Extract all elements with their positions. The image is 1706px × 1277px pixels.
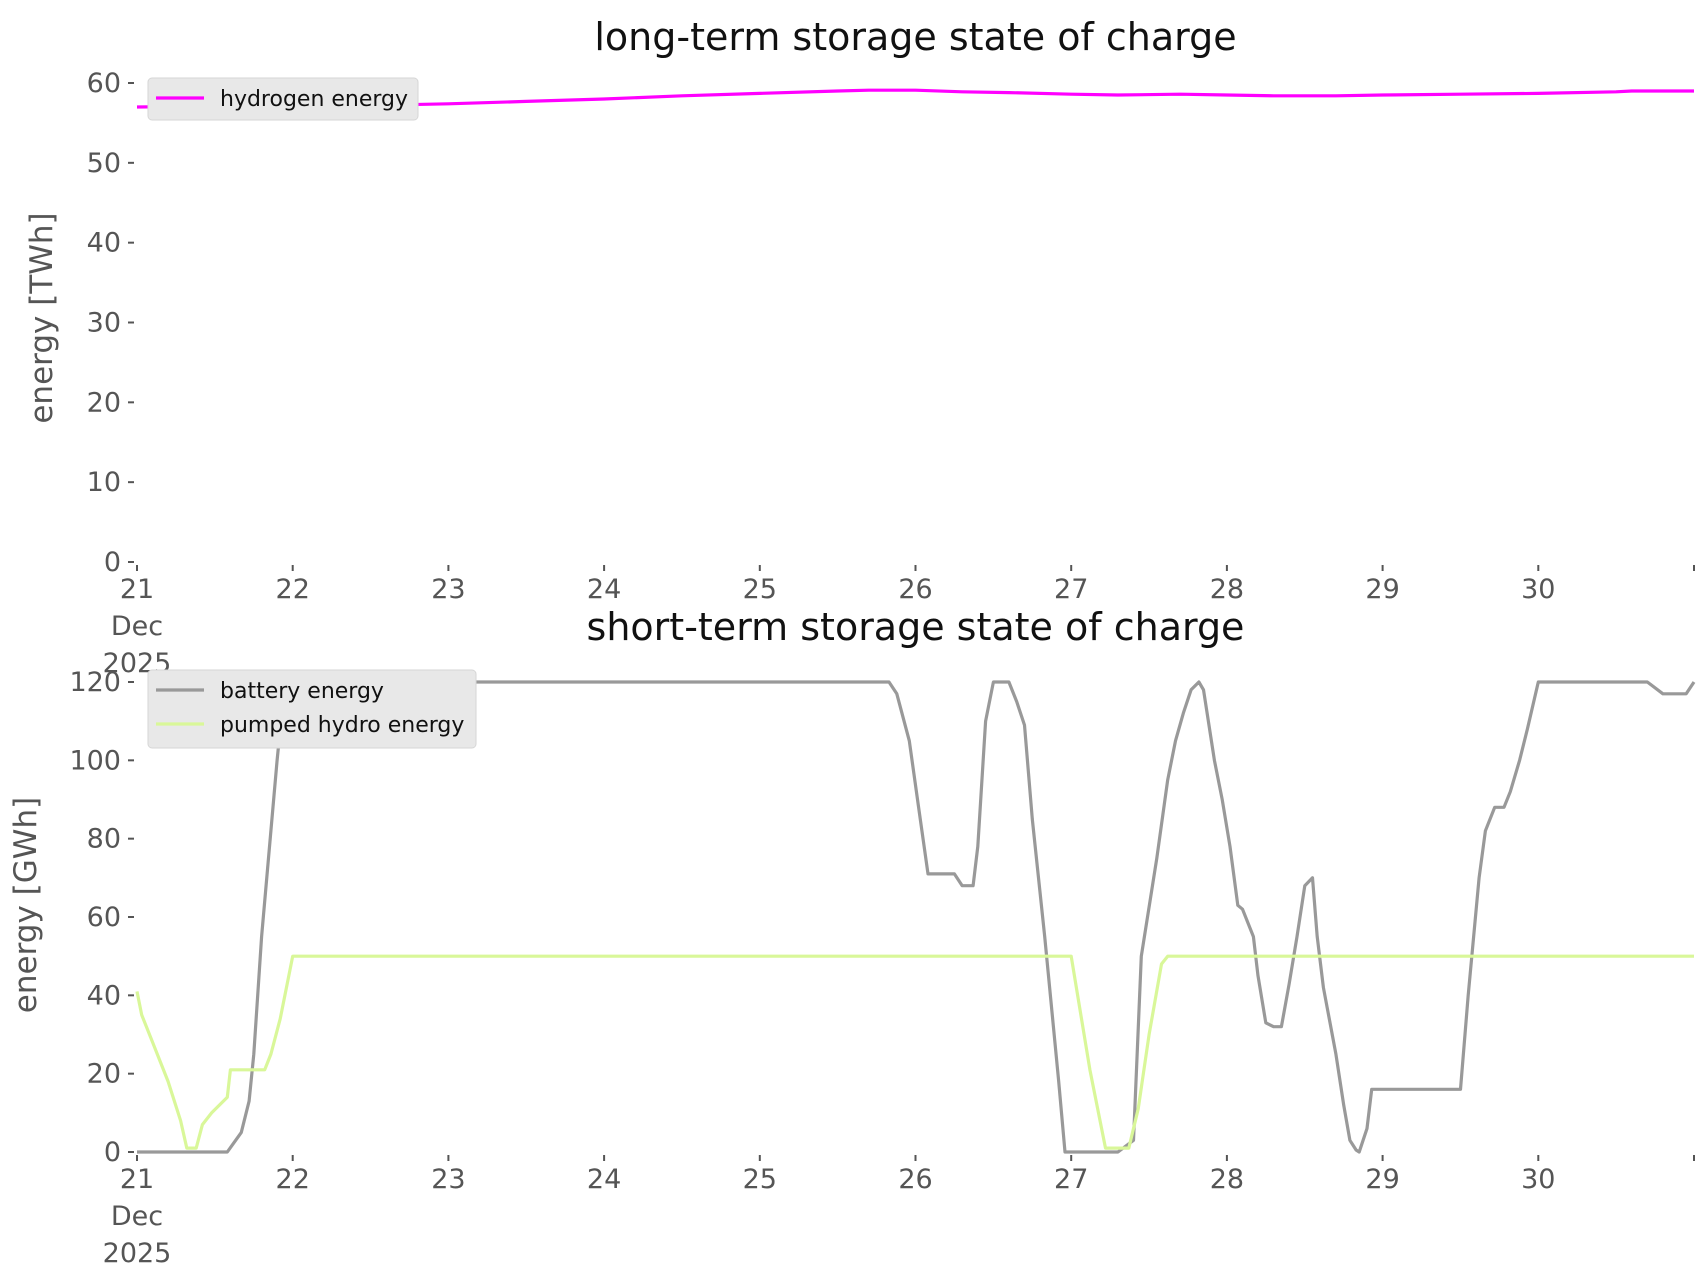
x-tick-label: 2025 bbox=[103, 1238, 172, 1269]
y-tick-label: 10 bbox=[87, 467, 121, 498]
legend: battery energy pumped hydro energy bbox=[147, 669, 477, 749]
legend-label: hydrogen energy bbox=[220, 87, 408, 112]
legend-box bbox=[147, 669, 477, 749]
legend-label: pumped hydro energy bbox=[220, 713, 464, 738]
x-tick-label: 29 bbox=[1365, 574, 1399, 605]
x-tick-label: 21 bbox=[120, 1164, 154, 1195]
y-axis-label: energy [GWh] bbox=[8, 797, 44, 1013]
y-tick-label: 50 bbox=[87, 148, 121, 179]
x-tick-label: 27 bbox=[1054, 574, 1088, 605]
chart-panel-1: long-term storage state of charge energy … bbox=[24, 15, 1695, 679]
x-tick-label: 24 bbox=[587, 1164, 621, 1195]
x-tick-label: 23 bbox=[431, 574, 465, 605]
series-line-battery-energy bbox=[137, 680, 1696, 1154]
x-tick-label: 30 bbox=[1521, 1164, 1555, 1195]
chart-title: long-term storage state of charge bbox=[594, 15, 1236, 59]
x-tick-label: 25 bbox=[743, 574, 777, 605]
x-tick-label: 22 bbox=[276, 574, 310, 605]
series-line-hydrogen-energy bbox=[136, 88, 1694, 109]
chart-title: short-term storage state of charge bbox=[587, 605, 1245, 649]
y-tick-label: 20 bbox=[87, 387, 121, 418]
y-tick-label: 80 bbox=[87, 824, 121, 855]
y-tick-label: 120 bbox=[69, 667, 121, 698]
x-tick-label: Dec bbox=[111, 1201, 163, 1232]
x-tick-label: 25 bbox=[743, 1164, 777, 1195]
y-axis-label: energy [TWh] bbox=[24, 212, 60, 423]
x-tick-label: 21 bbox=[120, 574, 154, 605]
y-tick-label: 30 bbox=[87, 308, 121, 339]
x-tick-label: 28 bbox=[1210, 574, 1244, 605]
y-tick-label: 40 bbox=[87, 980, 121, 1011]
legend: hydrogen energy bbox=[147, 77, 419, 121]
x-tick-label: Dec bbox=[111, 611, 163, 642]
x-tick-label: 23 bbox=[431, 1164, 465, 1195]
y-tick-label: 60 bbox=[87, 902, 121, 933]
y-tick-label: 100 bbox=[69, 745, 121, 776]
y-tick-label: 0 bbox=[104, 1137, 121, 1168]
legend-box bbox=[147, 77, 419, 121]
x-tick-label: 26 bbox=[898, 574, 932, 605]
x-tick-label: 22 bbox=[276, 1164, 310, 1195]
series-line-pumped-hydro-energy bbox=[135, 954, 1694, 1150]
legend-label: battery energy bbox=[220, 679, 384, 704]
y-tick-label: 40 bbox=[87, 228, 121, 259]
x-tick-label: 29 bbox=[1365, 1164, 1399, 1195]
x-tick-label: 26 bbox=[898, 1164, 932, 1195]
y-tick-label: 0 bbox=[104, 547, 121, 578]
x-tick-label: 30 bbox=[1521, 574, 1555, 605]
y-tick-label: 20 bbox=[87, 1059, 121, 1090]
chart-panel-2: short-term storage state of charge energy… bbox=[8, 605, 1696, 1269]
x-tick-label: 24 bbox=[587, 574, 621, 605]
x-tick-label: 27 bbox=[1054, 1164, 1088, 1195]
y-tick-label: 60 bbox=[87, 68, 121, 99]
x-tick-label: 28 bbox=[1210, 1164, 1244, 1195]
